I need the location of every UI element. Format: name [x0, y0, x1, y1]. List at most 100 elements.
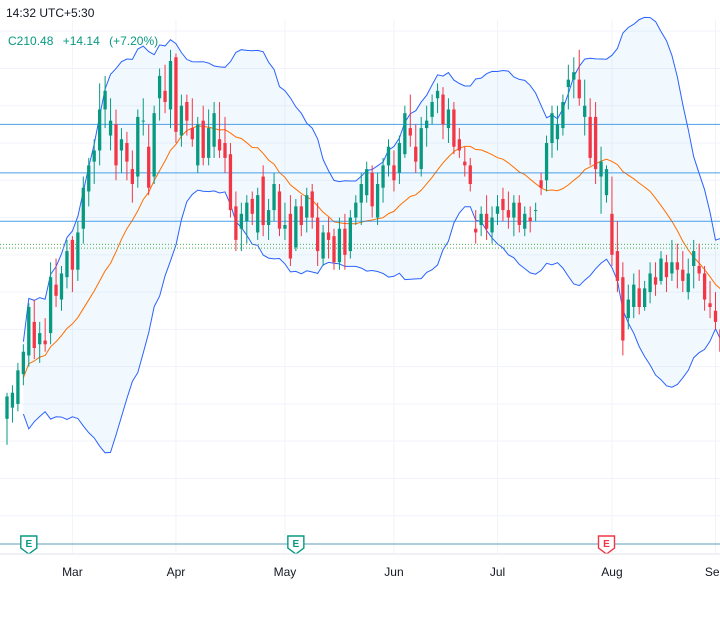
candle-body	[27, 307, 31, 356]
candle-body	[38, 333, 42, 345]
candle-body	[713, 310, 718, 322]
candle-body	[621, 277, 625, 341]
candle-body	[430, 102, 434, 117]
candlesticks	[5, 49, 720, 445]
change-value: +14.14	[62, 34, 100, 48]
candle-body	[354, 202, 358, 218]
candle-body	[392, 165, 396, 181]
candle-body	[572, 72, 576, 80]
candle-body	[539, 180, 543, 188]
candle-body	[599, 161, 603, 177]
candle-body	[468, 165, 472, 184]
candle-body	[583, 105, 587, 117]
candle-body	[615, 251, 620, 281]
candle-body	[87, 165, 91, 192]
candle-body	[223, 143, 227, 158]
upper-band-line	[22, 16, 720, 342]
time-axis-label: Jun	[384, 565, 403, 579]
candle-body	[157, 75, 162, 99]
close-value: C210.48	[8, 34, 54, 48]
candle-body	[495, 206, 500, 214]
candle-body	[348, 217, 352, 252]
candle-body	[588, 116, 592, 158]
candle-body	[179, 105, 184, 136]
candle-body	[10, 392, 15, 408]
candle-body	[566, 79, 570, 88]
candle-body	[561, 102, 565, 129]
candle-body	[294, 206, 298, 248]
candle-body	[463, 161, 467, 166]
candle-body	[261, 176, 265, 225]
candle-body	[92, 150, 96, 162]
time-axis-label: Sep	[705, 565, 720, 579]
candle-body	[239, 213, 243, 229]
candle-body	[626, 299, 630, 319]
candle-body	[305, 195, 309, 218]
time-axis-label: Jul	[490, 565, 505, 579]
candle-body	[316, 217, 320, 252]
earnings-marker: E	[20, 535, 38, 555]
candle-body	[643, 288, 647, 307]
candle-body	[446, 109, 451, 129]
candle-body	[76, 232, 80, 270]
candle-body	[136, 116, 140, 177]
candle-body	[125, 143, 129, 162]
candle-body	[648, 273, 652, 293]
candle-body	[397, 143, 402, 173]
candle-body	[272, 184, 276, 211]
candle-body	[141, 120, 145, 122]
candle-body	[604, 169, 609, 196]
candle-body	[523, 213, 527, 229]
candle-body	[65, 251, 69, 278]
time-axis-label: Aug	[601, 565, 622, 579]
candle-body	[59, 273, 64, 300]
candle-body	[359, 184, 363, 203]
time-axis-label: Apr	[167, 565, 186, 579]
bollinger-bands	[22, 16, 720, 454]
lower-band-line	[22, 189, 720, 454]
candle-body	[632, 284, 636, 307]
candle-body	[43, 340, 47, 345]
time-axis: Mar Apr May Jun Jul Aug Sep	[0, 553, 720, 620]
candle-body	[288, 213, 293, 259]
candle-body	[163, 90, 167, 102]
candle-body	[414, 146, 418, 162]
candle-body	[277, 191, 282, 229]
candle-body	[343, 228, 347, 255]
candle-body	[381, 165, 385, 188]
candle-body	[321, 232, 325, 259]
candle-body	[147, 146, 151, 188]
candle-body	[550, 113, 554, 143]
candle-body	[337, 228, 342, 263]
candle-body	[681, 269, 685, 281]
candle-body	[310, 191, 314, 218]
candle-body	[196, 124, 200, 166]
candle-body	[675, 262, 679, 270]
candle-body	[5, 396, 9, 419]
candle-body	[283, 225, 287, 229]
candle-body	[686, 273, 690, 293]
time-axis-label: Mar	[62, 565, 83, 579]
candle-body	[266, 210, 271, 225]
earnings-label: E	[603, 539, 610, 550]
candle-body	[326, 232, 331, 240]
candle-body	[697, 266, 701, 274]
earnings-label: E	[293, 539, 300, 550]
candle-body	[201, 120, 205, 158]
candle-body	[653, 277, 658, 285]
time-axis-label: May	[274, 565, 297, 579]
earnings-marker: E	[287, 535, 305, 555]
candle-body	[250, 198, 254, 214]
candle-body	[425, 120, 429, 129]
candle-body	[207, 128, 211, 158]
candle-body	[16, 370, 20, 404]
candle-body	[452, 109, 456, 147]
candle-body	[32, 321, 36, 348]
candle-body	[512, 202, 516, 218]
candle-body	[98, 109, 102, 151]
candle-body	[190, 128, 194, 140]
ohlc-legend: C210.48 +14.14 (+7.20%)	[8, 34, 164, 48]
